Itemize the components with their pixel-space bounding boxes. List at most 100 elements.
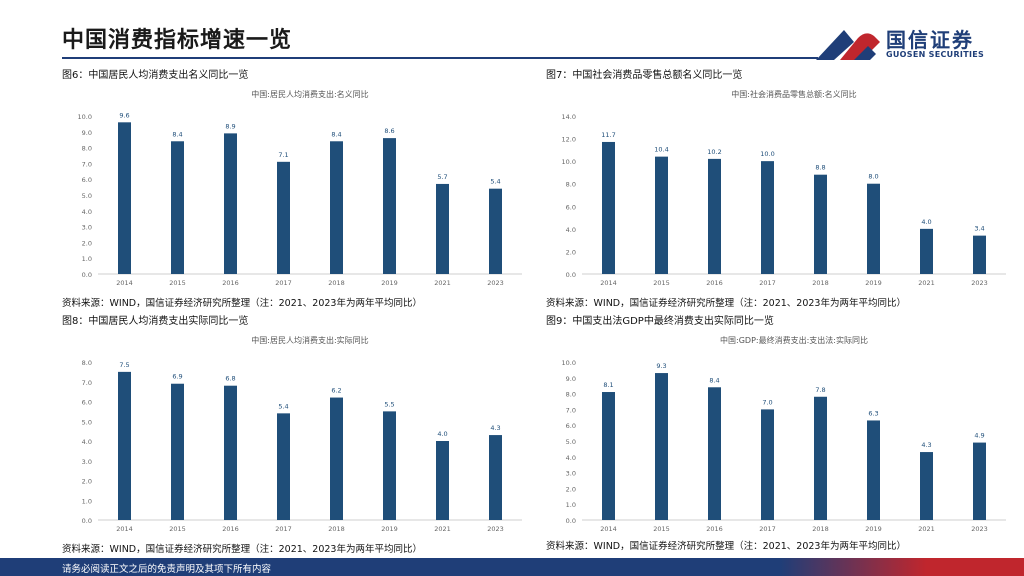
y-tick-label: 4.0 <box>82 438 92 446</box>
y-tick-label: 12.0 <box>562 136 576 144</box>
logo-subtitle: GUOSEN SECURITIES <box>886 50 985 59</box>
y-tick-label: 0.0 <box>82 517 92 525</box>
x-tick-label: 2018 <box>812 279 829 287</box>
bar <box>383 411 396 520</box>
x-tick-label: 2021 <box>434 525 451 533</box>
y-tick-label: 6.0 <box>566 203 576 211</box>
data-label: 7.1 <box>278 151 288 159</box>
bar <box>655 156 668 274</box>
bar <box>383 138 396 274</box>
x-tick-label: 2015 <box>653 525 670 533</box>
bar <box>330 141 343 274</box>
y-tick-label: 0.0 <box>566 517 576 525</box>
panel-label: 图7：中国社会消费品零售总额名义同比一览 <box>546 70 743 81</box>
logo-text: 国信证券 <box>886 28 974 52</box>
chart-panel-1: 图6：中国居民人均消费支出名义同比一览 中国:居民人均消费支出:名义同比 0.0 1… <box>62 66 542 302</box>
y-tick-label: 2.0 <box>82 239 92 247</box>
y-tick-label: 7.0 <box>566 406 576 414</box>
bar <box>277 161 290 274</box>
bar <box>973 235 986 274</box>
bar <box>436 441 449 520</box>
data-label: 10.4 <box>654 146 668 154</box>
data-label: 4.3 <box>490 424 500 432</box>
panel-label: 图9：中国支出法GDP中最终消费支出实际同比一览 <box>546 316 774 327</box>
y-tick-label: 1.0 <box>82 255 92 263</box>
bar <box>920 228 933 274</box>
data-label: 4.3 <box>921 441 931 449</box>
source-note: 资料来源：WIND，国信证券经济研究所整理（注：2021、2023年为两年平均同… <box>546 298 906 309</box>
data-label: 8.4 <box>331 130 341 138</box>
x-tick-label: 2014 <box>116 525 133 533</box>
x-tick-label: 2018 <box>328 525 345 533</box>
x-tick-label: 2016 <box>706 525 723 533</box>
bar <box>224 133 237 274</box>
footer-disclaimer: 请务必阅读正文之后的免责声明及其项下所有内容 <box>62 564 272 575</box>
y-tick-label: 0.0 <box>82 271 92 279</box>
data-label: 4.0 <box>437 430 447 438</box>
data-label: 8.4 <box>172 130 182 138</box>
bar <box>814 396 827 520</box>
data-label: 10.2 <box>707 148 721 156</box>
x-tick-label: 2023 <box>487 525 504 533</box>
bar <box>436 183 449 274</box>
bar <box>118 371 131 520</box>
y-tick-label: 10.0 <box>562 158 576 166</box>
y-tick-label: 9.0 <box>566 375 576 383</box>
chart-svg: 中国:社会消费品零售总额:名义同比 0.0 2.0 4.0 6.0 8.0 10.0 12.0… <box>562 89 1006 287</box>
x-tick-label: 2017 <box>275 525 292 533</box>
data-label: 3.4 <box>974 225 984 233</box>
data-label: 5.7 <box>437 173 447 181</box>
source-note: 资料来源：WIND，国信证券经济研究所整理（注：2021、2023年为两年平均同… <box>62 544 422 555</box>
data-label: 9.6 <box>119 111 129 119</box>
data-label: 7.5 <box>119 361 129 369</box>
data-label: 8.4 <box>709 376 719 384</box>
x-tick-label: 2021 <box>918 279 935 287</box>
data-label: 11.7 <box>601 131 615 139</box>
bar <box>489 435 502 520</box>
data-label: 7.8 <box>815 386 825 394</box>
company-logo: 国信证券 GUOSEN SECURITIES <box>814 24 1014 64</box>
bar <box>867 183 880 274</box>
x-tick-label: 2016 <box>222 279 239 287</box>
y-tick-label: 14.0 <box>562 113 576 121</box>
chart-title: 中国:居民人均消费支出:名义同比 <box>251 89 368 99</box>
bar <box>761 161 774 274</box>
x-tick-label: 2017 <box>275 279 292 287</box>
chart-title: 中国:GDP:最终消费支出:支出法:实际同比 <box>720 335 868 345</box>
bar <box>118 122 131 274</box>
panel-label: 图6：中国居民人均消费支出名义同比一览 <box>62 70 249 81</box>
x-tick-label: 2019 <box>865 279 882 287</box>
x-tick-label: 2017 <box>759 279 776 287</box>
x-tick-label: 2023 <box>487 279 504 287</box>
title-rule <box>62 57 818 59</box>
data-label: 6.3 <box>868 409 878 417</box>
y-tick-label: 3.0 <box>82 224 92 232</box>
x-tick-label: 2014 <box>600 279 617 287</box>
data-label: 6.9 <box>172 373 182 381</box>
x-tick-label: 2019 <box>865 525 882 533</box>
y-tick-label: 3.0 <box>82 458 92 466</box>
y-tick-label: 10.0 <box>562 359 576 367</box>
bar <box>171 383 184 520</box>
y-tick-label: 6.0 <box>566 422 576 430</box>
chart-panel-2: 图7：中国社会消费品零售总额名义同比一览 中国:社会消费品零售总额:名义同比 0.… <box>546 66 1024 302</box>
x-tick-label: 2016 <box>222 525 239 533</box>
x-tick-label: 2019 <box>381 279 398 287</box>
y-tick-label: 9.0 <box>82 129 92 137</box>
bar <box>761 409 774 520</box>
chart-panel-4: 图9：中国支出法GDP中最终消费支出实际同比一览 中国:GDP:最终消费支出:支… <box>546 312 1024 548</box>
bar <box>602 141 615 274</box>
page-title: 中国消费指标增速一览 <box>62 28 293 53</box>
data-label: 8.8 <box>815 164 825 172</box>
bar <box>867 420 880 520</box>
bar <box>330 397 343 520</box>
x-tick-label: 2021 <box>434 279 451 287</box>
y-tick-label: 8.0 <box>566 391 576 399</box>
chart-panel-3: 图8：中国居民人均消费支出实际同比一览 中国:居民人均消费支出:实际同比 0.0 1… <box>62 312 542 548</box>
data-label: 4.9 <box>974 432 984 440</box>
y-tick-label: 8.0 <box>82 359 92 367</box>
data-label: 9.3 <box>656 362 666 370</box>
x-tick-label: 2018 <box>328 279 345 287</box>
bar <box>708 158 721 274</box>
data-label: 8.0 <box>868 173 878 181</box>
